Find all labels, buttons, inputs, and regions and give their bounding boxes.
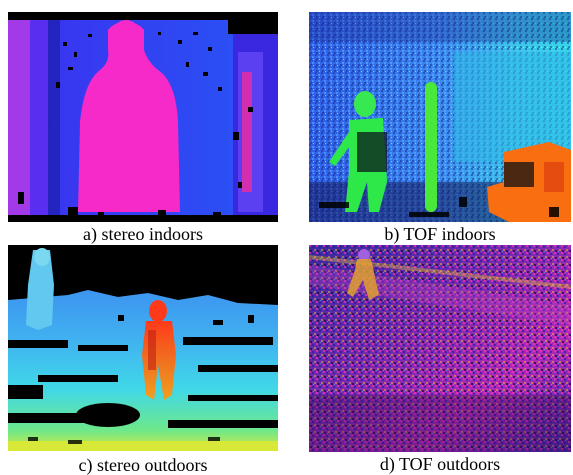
caption-stereo-indoors: a) stereo indoors bbox=[83, 224, 203, 244]
stereo-outdoors-depth-image bbox=[8, 245, 278, 451]
caption-stereo-outdoors: c) stereo outdoors bbox=[78, 455, 208, 475]
tof-outdoors-depth-image bbox=[309, 245, 571, 452]
caption-tof-outdoors: d) TOF outdoors bbox=[379, 454, 501, 474]
caption-tof-indoors: b) TOF indoors bbox=[384, 224, 496, 244]
tof-indoors-depth-image bbox=[309, 12, 571, 222]
stereo-indoors-depth-image bbox=[8, 12, 278, 222]
